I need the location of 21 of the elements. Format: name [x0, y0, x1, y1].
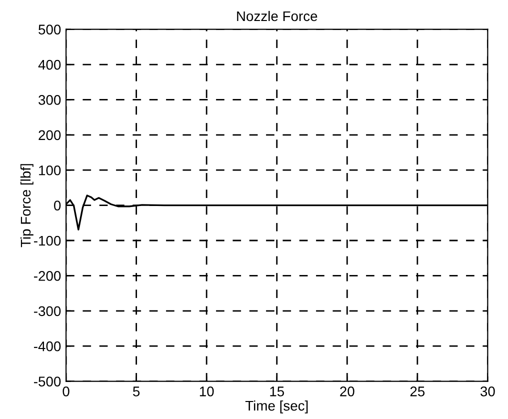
y-tick-label: -100: [34, 236, 61, 246]
y-tick-label: 300: [38, 95, 61, 105]
y-tick-label: -500: [34, 376, 61, 386]
y-axis-title: Tip Force [lbf]: [20, 164, 34, 248]
x-axis-title: Time [sec]: [245, 400, 308, 414]
x-tick-label: 10: [200, 386, 214, 396]
x-tick-label: 25: [410, 386, 425, 396]
x-tick-label: 20: [340, 386, 354, 396]
chart-title: Nozzle Force: [237, 10, 318, 22]
x-tick-label: 30: [480, 386, 495, 396]
y-tick-label: 0: [54, 200, 61, 210]
x-tick-label: 5: [133, 386, 140, 396]
x-tick-label: 0: [62, 386, 70, 396]
y-tick-label: -400: [34, 341, 61, 352]
y-tick-label: 500: [38, 24, 61, 34]
y-tick-label: 200: [38, 130, 61, 140]
y-tick-label: -300: [34, 306, 61, 316]
y-tick-label: -200: [34, 271, 61, 281]
y-tick-label: 100: [39, 165, 61, 176]
x-tick-label: 15: [270, 386, 284, 396]
y-tick-label: 400: [38, 60, 61, 70]
